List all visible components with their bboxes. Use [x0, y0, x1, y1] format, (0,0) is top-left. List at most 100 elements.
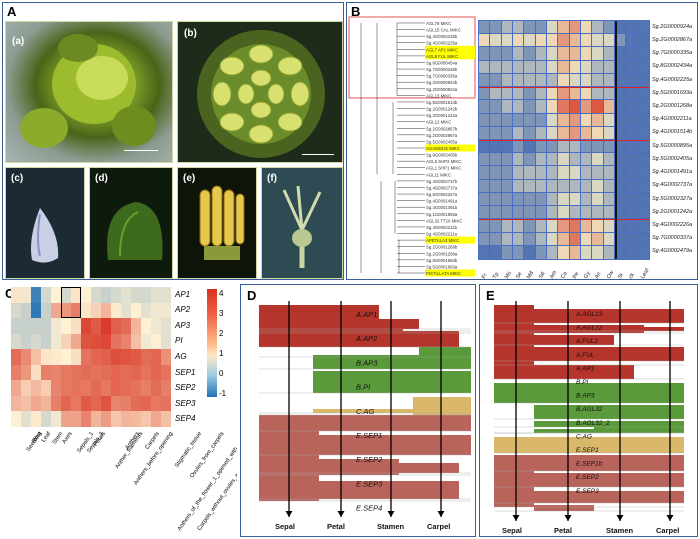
heatmap-b-cell — [512, 178, 526, 195]
panel-c-label: C — [5, 286, 15, 301]
heatmap-c-cell — [121, 302, 132, 319]
heatmap-b-col-label: Gy — [583, 270, 592, 280]
heatmap-b-cell — [546, 99, 560, 116]
expression-heatmap-b — [478, 20, 651, 261]
heatmap-b-cell — [591, 72, 606, 89]
heatmap-b-cell — [636, 218, 651, 235]
heatmap-b-row-label: Sg.4G0002226a — [652, 221, 693, 228]
heatmap-c-cell — [31, 380, 42, 397]
heatmap-b-cell — [546, 231, 560, 248]
heatmap-b-row-label: Sg.2G0001268a — [652, 102, 693, 109]
heatmap-b-cell — [546, 165, 560, 182]
heatmap-b-cell — [568, 59, 583, 76]
gene-label: B.AP3 — [576, 393, 595, 400]
color-scale-tick: -1 — [219, 389, 227, 398]
heatmap-b-row-label: Sg.5G0001693a — [652, 89, 693, 96]
heatmap-c-cell — [111, 380, 122, 397]
heatmap-c-cell — [41, 333, 52, 350]
heatmap-b-cell — [636, 33, 651, 49]
heatmap-b-cell — [512, 139, 526, 155]
heatmap-b-cell — [591, 46, 606, 63]
heatmap-b-cell — [557, 112, 572, 129]
heatmap-c-cell — [21, 333, 32, 350]
gene-label: B.PI — [356, 383, 370, 392]
heatmap-b-cell — [614, 178, 628, 195]
tree-leaf-label: Sg.4G0002737a — [426, 185, 458, 190]
heatmap-b-cell — [478, 152, 492, 168]
heatmap-b-cell — [614, 112, 628, 129]
heatmap-b-cell — [500, 244, 515, 261]
heatmap-b-cell — [602, 20, 617, 36]
gene-expression-bar — [534, 335, 614, 345]
heatmap-b-cell — [636, 244, 651, 261]
heatmap-c-cell — [21, 380, 32, 397]
heatmap-c-row-label: AP1 — [175, 289, 191, 299]
heatmap-b-cell — [580, 152, 594, 168]
heatmap-b-cell — [591, 59, 606, 76]
tree-leaf-label: AGL12 MIKC — [426, 120, 451, 125]
gene-expression-bar — [494, 471, 534, 507]
heatmap-c-cell — [121, 380, 132, 397]
heatmap-b-cell — [580, 165, 594, 182]
heatmap-c-cell — [11, 395, 22, 412]
heatmap-b-cell — [614, 59, 628, 76]
arrow-head — [387, 511, 395, 517]
heatmap-b-cell — [523, 191, 538, 208]
heatmap-b-cell — [591, 152, 606, 168]
heatmap-b-cell — [546, 112, 560, 129]
tree-leaf-label: Sg.2G0001242a — [426, 113, 458, 118]
heatmap-b-cell — [568, 178, 583, 195]
heatmap-b-cell — [602, 191, 617, 208]
panel-d: D A.AP1 A.AP2 B.AP3 B.PI C.AG E.SEP1 E.SEP2 E.S… — [240, 284, 476, 537]
heatmap-c-cell — [71, 411, 82, 428]
heatmap-b-cell — [614, 231, 628, 248]
organ-label: Petal — [554, 526, 572, 535]
heatmap-b-cell — [580, 59, 594, 76]
heatmap-c-cell — [141, 318, 152, 335]
heatmap-c-row-label: PI — [175, 336, 183, 346]
tree-leaf-label: AGL79 MIKC — [426, 21, 451, 26]
heatmap-b-cell — [568, 33, 583, 49]
heatmap-b-cell — [568, 205, 583, 221]
heatmap-c-cell — [81, 333, 92, 350]
heatmap-c-cell — [71, 333, 82, 350]
heatmap-c-cell — [121, 411, 132, 428]
tree-leaf-label: AGAMOUS MIKC — [426, 146, 460, 151]
heatmap-b-cell — [512, 218, 526, 235]
heatmap-c-cell — [111, 349, 122, 366]
heatmap-c-cell — [131, 349, 142, 366]
heatmap-b-cell — [602, 72, 617, 89]
gene-expression-bar — [534, 473, 684, 487]
heatmap-b-cell — [580, 46, 594, 63]
tree-leaf-label: Sg.4G0002225b — [426, 34, 458, 39]
heatmap-b-cell — [478, 112, 492, 129]
subpanel-c-label: (c) — [11, 173, 24, 184]
gene-expression-bar — [534, 429, 594, 433]
heatmap-b-cell — [546, 152, 560, 168]
arrow-head — [285, 511, 293, 517]
gene-expression-bar — [419, 347, 471, 357]
heatmap-c-cell — [141, 395, 152, 412]
heatmap-b-cell — [625, 139, 640, 155]
heatmap-c-cell — [131, 302, 142, 319]
heatmap-b-cell — [546, 72, 560, 89]
heatmap-c-cell — [71, 380, 82, 397]
heatmap-c-cell — [101, 395, 112, 412]
gene-label: B.AGL32_2 — [576, 420, 610, 427]
heatmap-b-cell — [591, 33, 606, 49]
gene-expression-bar — [534, 421, 684, 427]
tree-leaf-label: Sg.1G0001893a — [426, 212, 458, 217]
scale-bar-b — [302, 154, 334, 155]
heatmap-c-highlight-box — [61, 287, 81, 319]
heatmap-c-cell — [21, 349, 32, 366]
heatmap-b-row-label: Sg.5G0000895a — [652, 142, 693, 149]
heatmap-c-cell — [81, 411, 92, 428]
heatmap-b-separator — [479, 219, 649, 221]
heatmap-c-cell — [151, 411, 162, 428]
leaf-highlight — [425, 144, 475, 152]
heatmap-c-cell — [91, 349, 102, 366]
heatmap-b-cell — [478, 20, 492, 36]
heatmap-c-cell — [161, 395, 172, 412]
heatmap-b-cell — [614, 205, 628, 221]
arrow-head — [666, 515, 674, 521]
